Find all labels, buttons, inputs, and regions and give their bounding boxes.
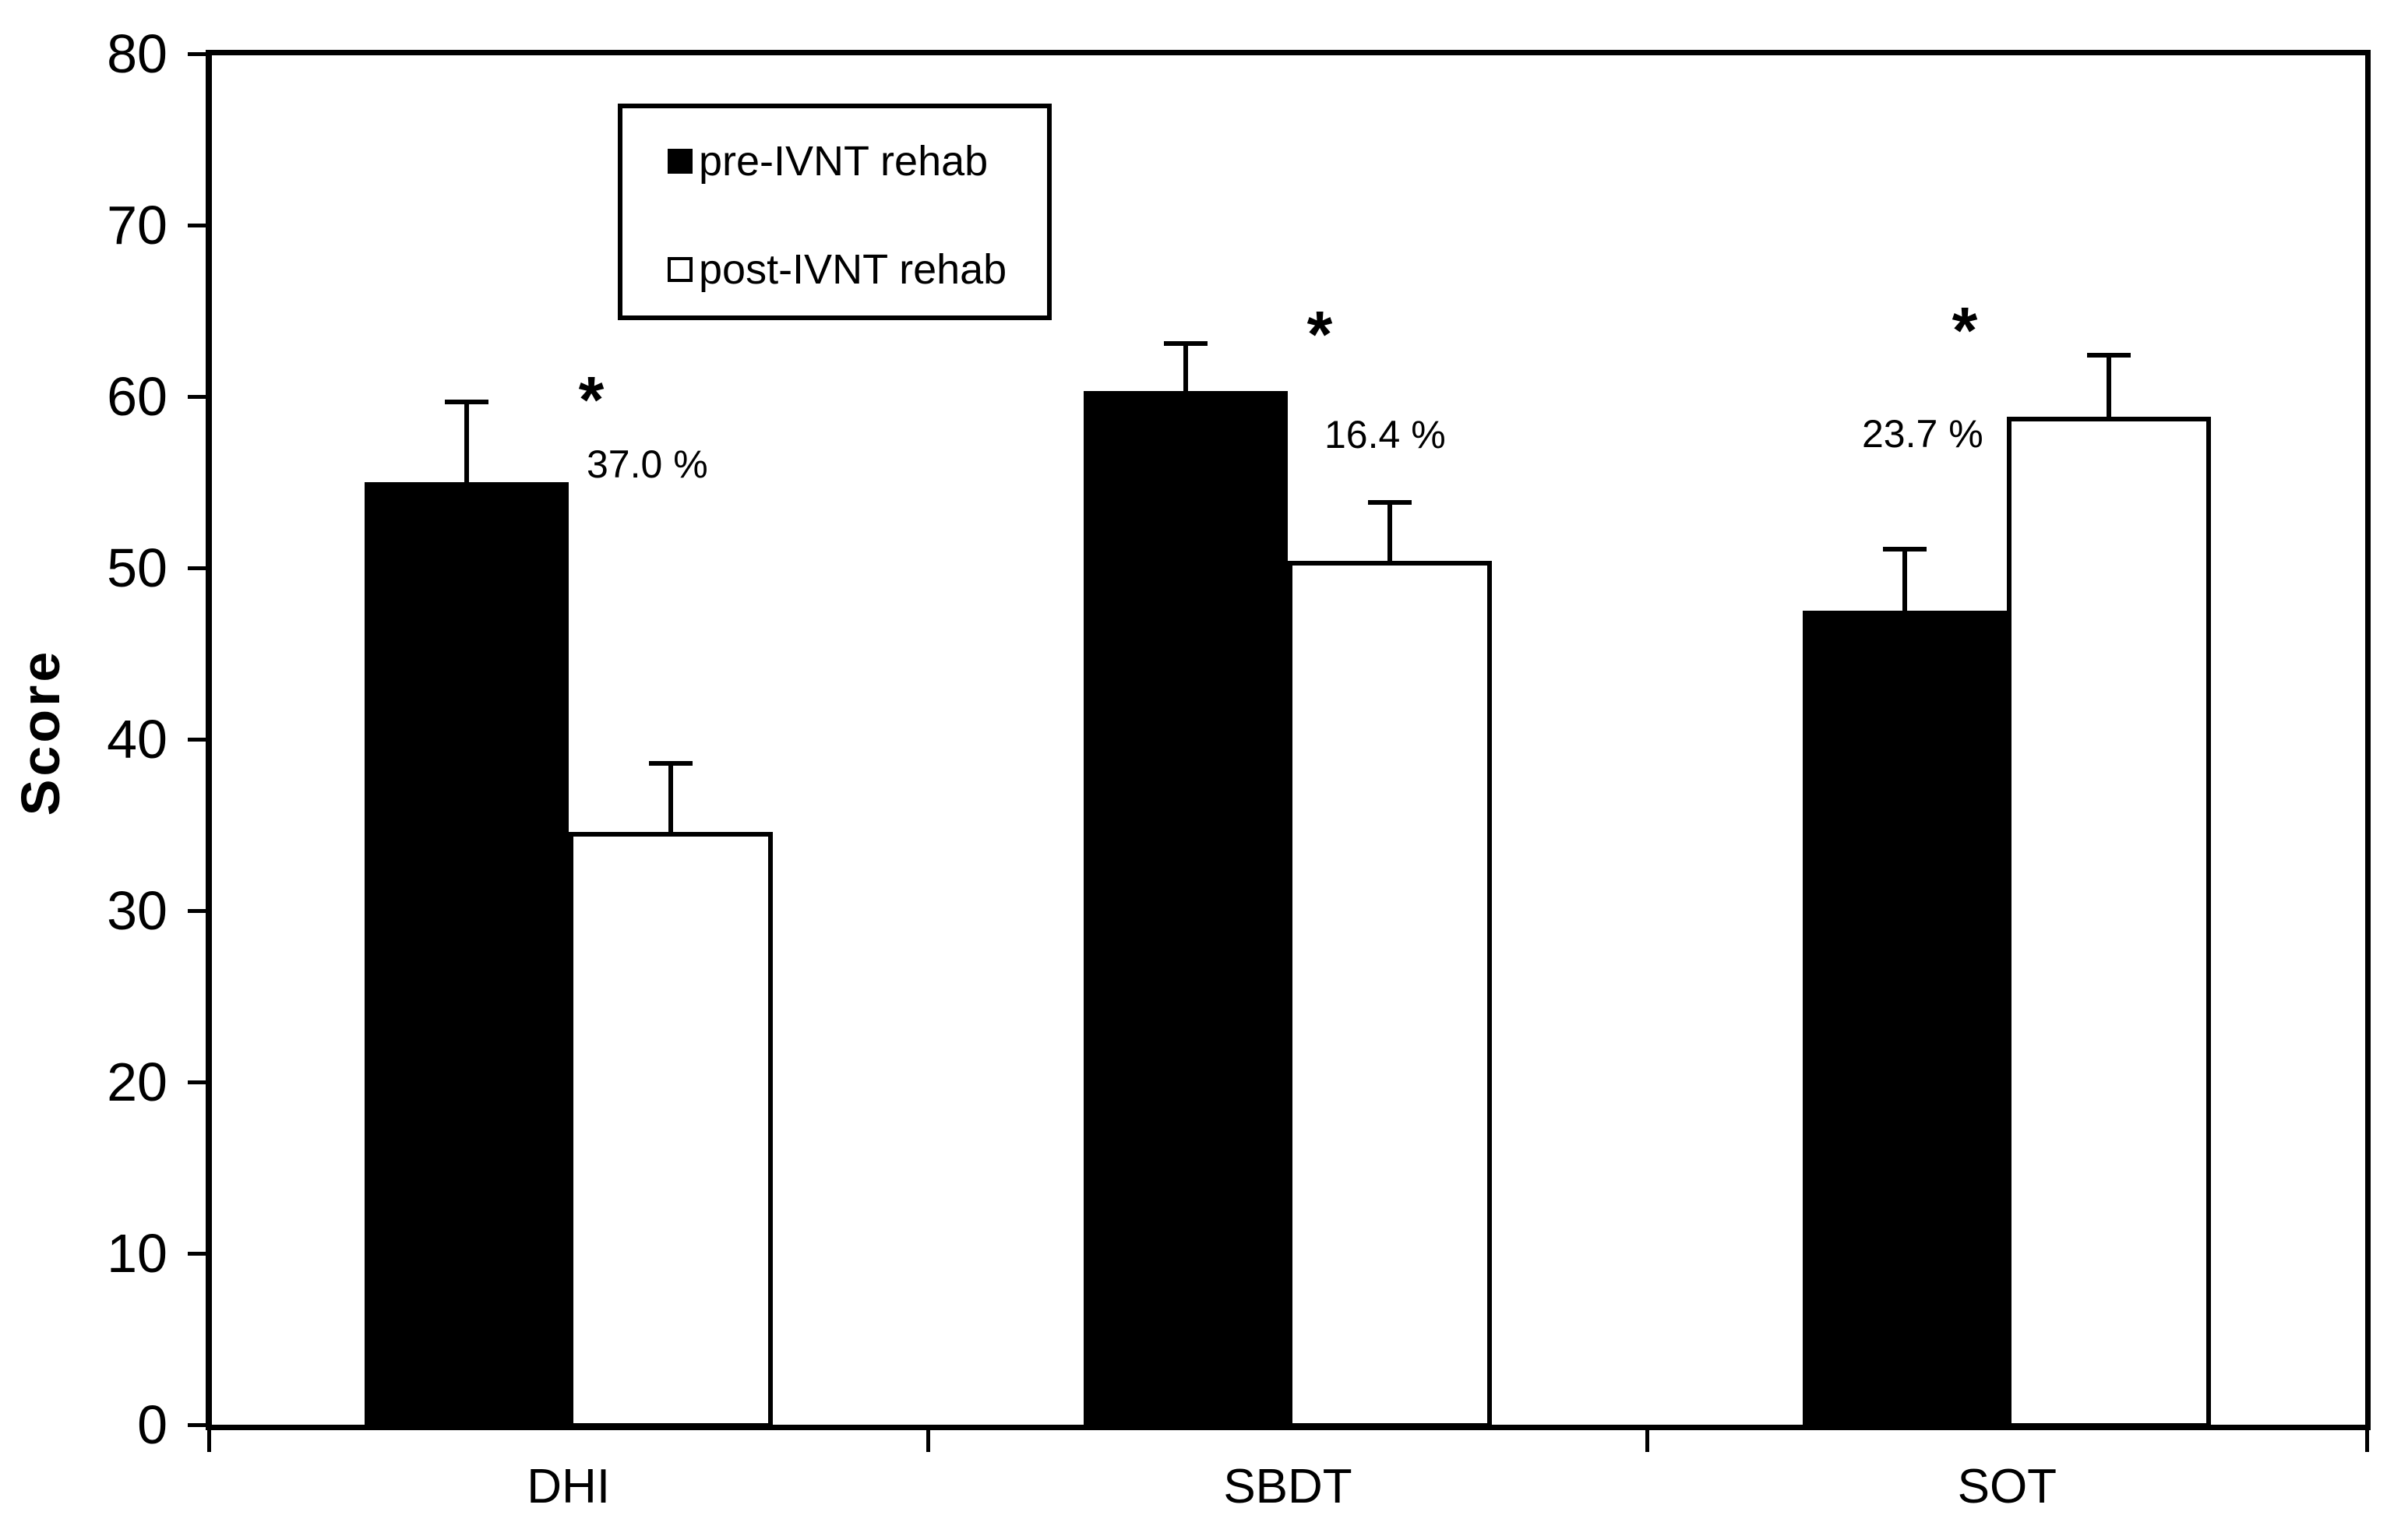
y-tick-mark: [188, 395, 206, 399]
legend-box: pre-IVNT rehab post-IVNT rehab: [618, 104, 1052, 320]
error-bar-stem: [2107, 355, 2112, 418]
error-bar-cap: [648, 760, 693, 766]
x-tick-mark: [1645, 1430, 1650, 1452]
x-category-label: DHI: [527, 1460, 611, 1514]
y-tick-mark: [188, 738, 206, 742]
y-axis-line: [206, 50, 212, 1430]
y-tick-mark: [188, 909, 206, 913]
y-tick-label: 80: [107, 23, 167, 84]
error-bar-cap: [2087, 353, 2131, 358]
y-tick-mark: [188, 1080, 206, 1084]
x-tick-mark: [206, 1430, 211, 1452]
x-tick-mark: [2364, 1430, 2369, 1452]
error-bar-cap: [1883, 546, 1927, 552]
y-tick-label: 20: [107, 1052, 167, 1112]
significance-star: *: [1952, 294, 1978, 367]
post-rehab-bar-dhi: [568, 831, 773, 1428]
y-tick-mark: [188, 566, 206, 570]
error-bar-cap: [444, 399, 488, 404]
y-tick-label: 40: [107, 709, 167, 770]
significance-star: *: [1306, 298, 1333, 371]
percent-change-label: 23.7 %: [1862, 412, 1983, 456]
pre-rehab-bar-dhi: [364, 482, 569, 1428]
y-tick-label: 0: [137, 1394, 167, 1455]
y-tick-mark: [188, 1423, 206, 1427]
error-bar-stem: [668, 763, 673, 832]
y-tick-label: 70: [107, 195, 167, 255]
error-bar-cap: [1164, 340, 1208, 346]
error-bar-stem: [464, 401, 469, 482]
error-bar-stem: [1902, 548, 1908, 611]
y-tick-label: 10: [107, 1223, 167, 1284]
percent-change-label: 16.4 %: [1324, 413, 1446, 456]
y-tick-mark: [188, 52, 206, 56]
white-open-square-icon: [668, 257, 693, 282]
y-tick-label: 50: [107, 537, 167, 598]
plot-top-border: [206, 50, 2371, 55]
y-tick-mark: [188, 224, 206, 227]
x-category-label: SOT: [1957, 1460, 2057, 1514]
percent-change-label: 37.0 %: [587, 442, 708, 486]
legend-item-pre: pre-IVNT rehab: [668, 138, 988, 185]
y-tick-label: 30: [107, 880, 167, 941]
post-rehab-bar-sot: [2007, 417, 2212, 1428]
legend-item-label: pre-IVNT rehab: [699, 138, 989, 185]
x-tick-mark: [926, 1430, 930, 1452]
x-category-label: SBDT: [1223, 1460, 1352, 1514]
post-rehab-bar-sbdt: [1288, 561, 1492, 1428]
y-tick-label: 60: [107, 366, 167, 427]
pre-rehab-bar-sot: [1803, 611, 2008, 1428]
error-bar-cap: [1368, 500, 1412, 506]
y-tick-mark: [188, 1252, 206, 1256]
pre-rehab-bar-sbdt: [1084, 391, 1288, 1428]
significance-star: *: [578, 363, 605, 436]
plot-right-border: [2365, 50, 2371, 1430]
legend-item-post: post-IVNT rehab: [668, 246, 1007, 293]
error-bar-stem: [1387, 502, 1392, 562]
error-bar-stem: [1183, 343, 1188, 392]
black-filled-square-icon: [668, 149, 693, 174]
legend-item-label: post-IVNT rehab: [699, 246, 1007, 293]
